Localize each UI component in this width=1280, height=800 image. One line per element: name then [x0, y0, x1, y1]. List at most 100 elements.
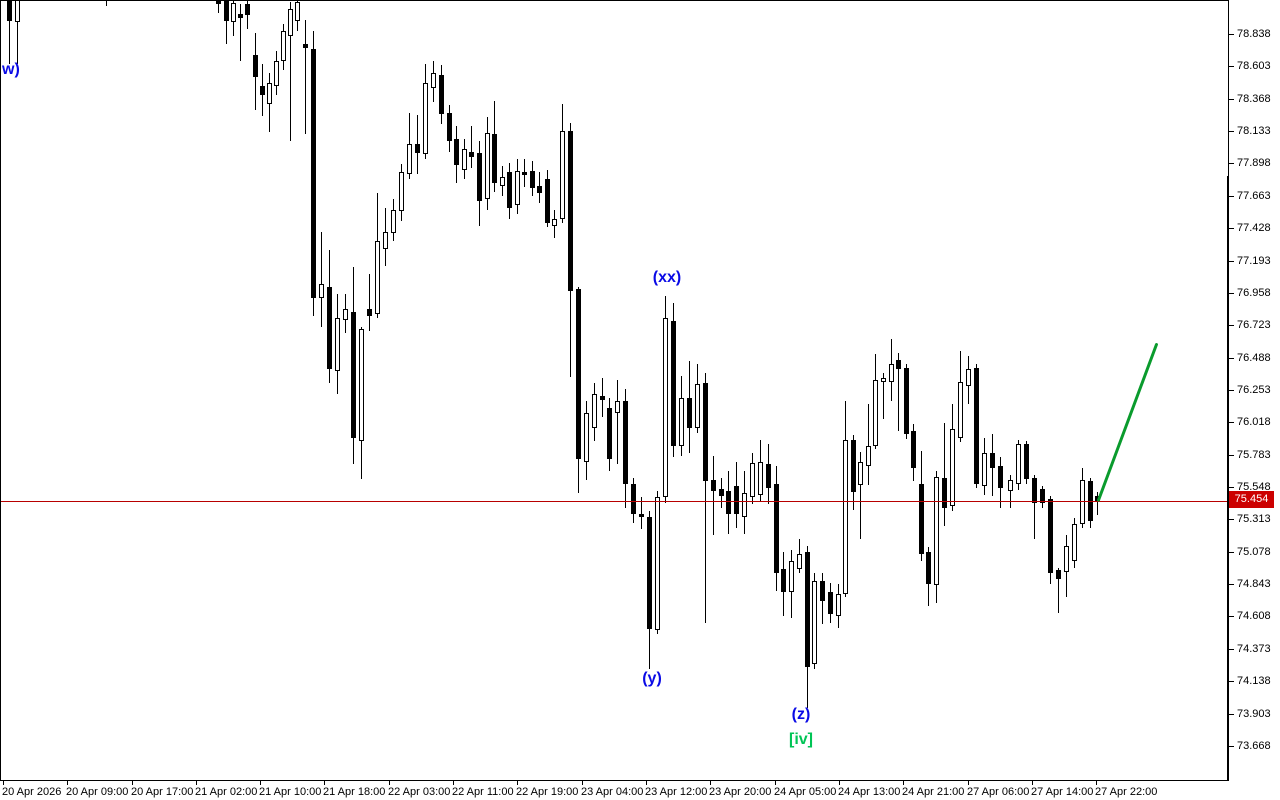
candle-body — [781, 569, 786, 593]
candle-body — [858, 461, 863, 485]
candle-body — [934, 476, 939, 586]
wave-label-w[interactable]: w) — [2, 61, 20, 78]
candle-body — [687, 398, 692, 429]
price-tick — [1229, 616, 1234, 618]
wave-label-iv[interactable]: [iv] — [789, 731, 813, 748]
candle-body — [750, 462, 755, 498]
candle-body — [560, 131, 565, 220]
right-edge-bar — [1227, 176, 1228, 780]
price-tick — [1229, 454, 1234, 456]
candle-body — [1032, 478, 1037, 503]
time-tick — [710, 781, 711, 785]
candle-body — [966, 369, 971, 386]
price-tick-label: 74.608 — [1237, 610, 1271, 623]
time-tick-label: 21 Apr 10:00 — [259, 786, 322, 798]
candle-body — [507, 172, 512, 209]
candle-wick — [321, 231, 322, 327]
candle-body — [774, 483, 779, 574]
time-tick — [260, 781, 261, 785]
price-tick-label: 78.603 — [1237, 60, 1271, 73]
candle-body — [477, 153, 482, 202]
candle-body — [245, 4, 250, 16]
time-tick — [1096, 781, 1097, 785]
time-tick-label: 27 Apr 06:00 — [967, 786, 1030, 798]
time-tick — [67, 781, 68, 785]
candle-wick — [218, 1, 219, 13]
wave-label-y[interactable]: (y) — [642, 670, 662, 687]
time-axis[interactable]: 20 Apr 2026 20 Apr 09:00 20 Apr 17:00 21 Ap… — [0, 781, 1229, 800]
time-tick — [903, 781, 904, 785]
candle-body — [383, 231, 388, 250]
candle-body — [881, 377, 886, 382]
candle-body — [281, 30, 286, 61]
bid-price-line — [1, 500, 1228, 502]
candle-body — [224, 1, 229, 21]
candle-body — [1048, 498, 1053, 574]
candle-wick — [705, 373, 706, 623]
candle-body — [515, 171, 520, 206]
candle-body — [1088, 480, 1093, 521]
price-tick — [1229, 681, 1234, 683]
price-tick-label: 75.783 — [1237, 448, 1271, 461]
price-tick-label: 73.903 — [1237, 707, 1271, 720]
price-tick-label: 76.488 — [1237, 351, 1271, 364]
candle-wick — [898, 352, 899, 432]
wave-label-xx[interactable]: (xx) — [652, 269, 682, 286]
time-tick-label: 24 Apr 21:00 — [902, 786, 965, 798]
time-tick — [324, 781, 325, 785]
candle-wick — [305, 19, 306, 134]
candle-body — [742, 493, 747, 517]
candle-body — [726, 490, 731, 514]
candle-body — [1056, 570, 1061, 579]
candle-body — [537, 186, 542, 194]
candle-body — [719, 489, 724, 496]
candle-body — [805, 552, 810, 667]
time-tick — [517, 781, 518, 785]
candle-body — [500, 176, 505, 187]
candlestick-plot-area[interactable]: w) (xx) (y) (z) [iv] — [0, 0, 1229, 781]
candle-body — [639, 513, 644, 517]
candle-body — [789, 560, 794, 593]
candle-body — [530, 171, 535, 188]
time-tick-label: 24 Apr 13:00 — [838, 786, 901, 798]
price-tick-label: 76.723 — [1237, 319, 1271, 332]
candle-body — [836, 593, 841, 616]
wave-label-z[interactable]: (z) — [791, 706, 811, 723]
candle-body — [631, 483, 636, 514]
candle-body — [576, 289, 581, 459]
price-axis[interactable]: 78.838 78.603 78.368 78.133 77.898 77.663 77.4… — [1229, 0, 1280, 781]
price-tick-label: 78.368 — [1237, 92, 1271, 105]
trendline[interactable] — [1096, 342, 1159, 503]
candle-wick — [868, 403, 869, 485]
candle-body — [974, 367, 979, 484]
candle-body — [797, 553, 802, 569]
candle-body — [311, 48, 316, 298]
candle-body — [1040, 489, 1045, 503]
candle-body — [873, 380, 878, 447]
candle-body — [231, 3, 236, 23]
candle-body — [615, 401, 620, 414]
time-tick — [646, 781, 647, 785]
candle-body — [303, 44, 308, 49]
candle-body — [982, 453, 987, 487]
price-tick — [1229, 228, 1234, 230]
candle-body — [766, 464, 771, 488]
time-tick-label: 20 Apr 2026 — [2, 786, 62, 798]
candle-wick — [617, 380, 618, 465]
time-tick — [3, 781, 4, 785]
candle-body — [843, 439, 848, 594]
time-tick — [132, 781, 133, 785]
time-tick — [196, 781, 197, 785]
candle-body — [359, 329, 364, 441]
candle-body — [343, 308, 348, 320]
time-tick-label: 22 Apr 03:00 — [388, 786, 451, 798]
candle-body — [703, 383, 708, 481]
price-tick — [1229, 487, 1234, 488]
candle-body — [758, 461, 763, 495]
candle-body — [889, 363, 894, 382]
price-tick-label: 77.898 — [1237, 157, 1271, 170]
candle-body — [584, 413, 589, 462]
candle-body — [734, 486, 739, 514]
candle-wick — [1034, 475, 1035, 539]
candle-wick — [226, 1, 227, 45]
